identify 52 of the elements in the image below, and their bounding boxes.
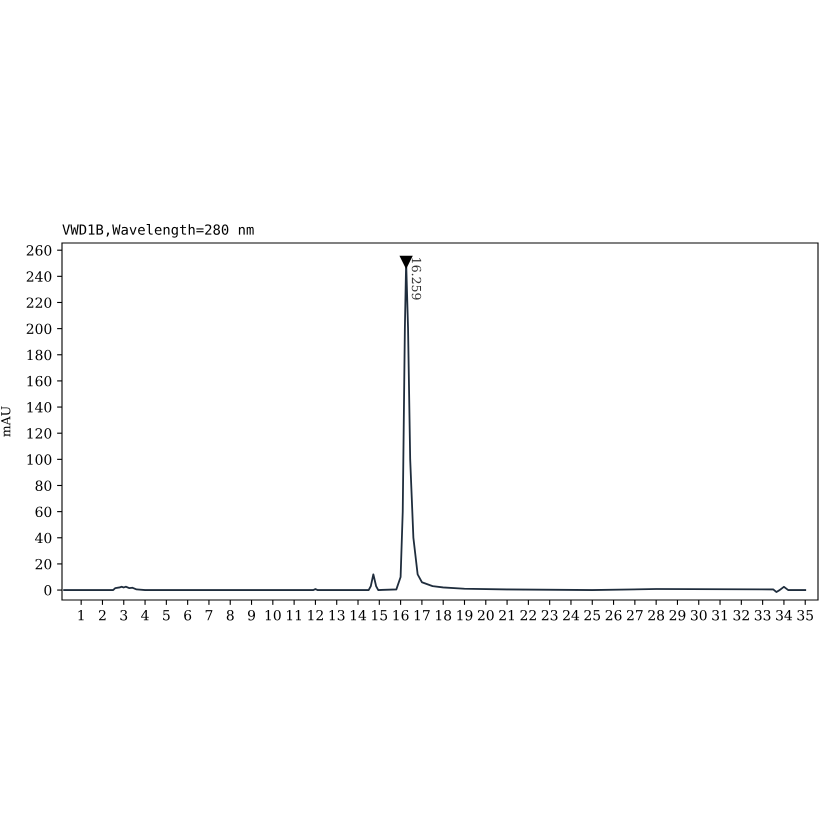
x-tick-label: 18	[436, 610, 452, 620]
x-tick-label: 27	[626, 610, 643, 620]
x-tick-label: 10	[266, 610, 281, 620]
y-tick-label: 120	[27, 428, 52, 439]
y-tick-label: 100	[27, 454, 52, 465]
x-tick-label: 8	[226, 610, 234, 620]
x-tick-label: 22	[520, 610, 536, 620]
x-tick-label: 13	[330, 610, 345, 620]
x-tick-label: 16	[393, 610, 409, 620]
x-tick-label: 25	[584, 610, 600, 620]
x-tick-label: 31	[712, 610, 727, 620]
x-tick-label: 2	[98, 610, 106, 620]
x-tick-label: 23	[542, 610, 558, 620]
x-tick-label: 6	[184, 610, 192, 620]
x-tick-label: 4	[141, 610, 149, 620]
x-tick-label: 1	[78, 610, 84, 620]
x-tick-label: 30	[690, 610, 707, 620]
x-tick-label: 19	[457, 610, 472, 620]
y-tick-label: 140	[27, 402, 52, 413]
x-tick-label: 29	[670, 610, 686, 620]
y-tick-label: 180	[27, 350, 52, 360]
y-tick-label: 260	[26, 245, 52, 256]
x-tick-label: 21	[499, 610, 514, 620]
x-tick-label: 28	[648, 610, 664, 620]
y-tick-label: 160	[27, 376, 52, 386]
x-tick-label: 17	[414, 610, 430, 620]
y-tick-label: 220	[26, 297, 52, 308]
y-tick-label: 80	[36, 480, 52, 491]
chart-title: VWD1B,Wavelength=280 nm	[62, 224, 254, 238]
y-tick-label: 60	[36, 506, 52, 518]
x-tick-label: 9	[248, 610, 256, 620]
y-tick-label: 40	[35, 532, 52, 544]
x-tick-label: 3	[120, 610, 128, 620]
x-tick-label: 26	[606, 610, 622, 620]
y-axis-title: mAU	[1, 406, 10, 437]
y-tick-label: 20	[36, 558, 52, 570]
x-tick-label: 32	[734, 610, 749, 620]
x-tick-label: 35	[797, 610, 813, 620]
x-tick-label: 14	[350, 610, 366, 620]
x-tick-label: 12	[308, 610, 323, 620]
y-tick-label: 240	[26, 271, 52, 282]
x-tick-label: 24	[563, 610, 580, 620]
annotation: 16.259	[412, 258, 422, 300]
x-tick-label: 34	[776, 610, 792, 620]
x-tick-label: 5	[163, 610, 170, 620]
x-tick-label: 33	[754, 610, 770, 620]
x-tick-label: 20	[478, 610, 494, 620]
y-tick-label: 0	[44, 585, 52, 596]
x-tick-label: 15	[372, 610, 388, 620]
y-tick-label: 200	[26, 324, 52, 334]
x-tick-label: 11	[286, 610, 301, 620]
x-tick-label: 7	[206, 610, 212, 620]
